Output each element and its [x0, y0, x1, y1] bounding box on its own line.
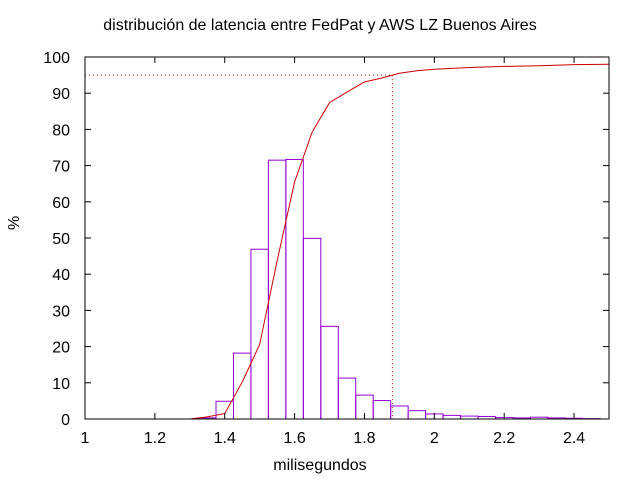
histogram-bar [337, 377, 357, 420]
y-tick-label: 0 [61, 412, 70, 429]
y-axis-label: % [6, 215, 23, 230]
histogram-bar [442, 414, 462, 420]
y-tick-label: 50 [52, 231, 70, 248]
histogram-bar [372, 400, 392, 420]
histogram-bars [198, 158, 601, 420]
x-tick-label: 2.2 [493, 430, 515, 447]
plot-border [84, 56, 610, 420]
percentile-95-reference-lines [85, 74, 393, 419]
cumulative-series-line [189, 63, 610, 420]
x-tick-label: 1.4 [214, 430, 236, 447]
x-tick-label: 1.6 [283, 430, 305, 447]
x-tick-label: 2.4 [563, 430, 585, 447]
histogram-bar [407, 410, 427, 420]
y-tick-label: 90 [52, 86, 70, 103]
y-tick-label: 10 [52, 376, 70, 393]
y-tick-label: 80 [52, 122, 70, 139]
histogram-bar [250, 248, 269, 420]
cumulative-line [189, 63, 610, 420]
histogram-bar [232, 352, 252, 420]
tick-labels: 0 10 20 30 40 50 60 70 80 90 100 1 1.2 1.4 1.6 1.8 2 2.2 2… [43, 50, 585, 447]
chart-title: distribución de latencia entre FedPat y … [103, 17, 537, 34]
x-tick-label: 2 [430, 430, 439, 447]
x-axis-label: milisegundos [273, 457, 367, 474]
y-tick-label: 20 [52, 340, 70, 357]
histogram-bar [302, 237, 322, 420]
y-tick-label: 100 [43, 50, 70, 67]
y-tick-label: 40 [52, 267, 70, 284]
x-tick-label: 1.2 [144, 430, 166, 447]
plot-frame [84, 56, 610, 420]
histogram-bar [390, 405, 409, 420]
y-tick-label: 60 [52, 195, 70, 212]
y-tick-label: 70 [52, 159, 70, 176]
y-tick-label: 30 [52, 303, 70, 320]
x-tick-label: 1.8 [353, 430, 375, 447]
x-tick-label: 1 [81, 430, 90, 447]
histogram-bar [320, 325, 339, 420]
histogram-bar [285, 158, 304, 420]
